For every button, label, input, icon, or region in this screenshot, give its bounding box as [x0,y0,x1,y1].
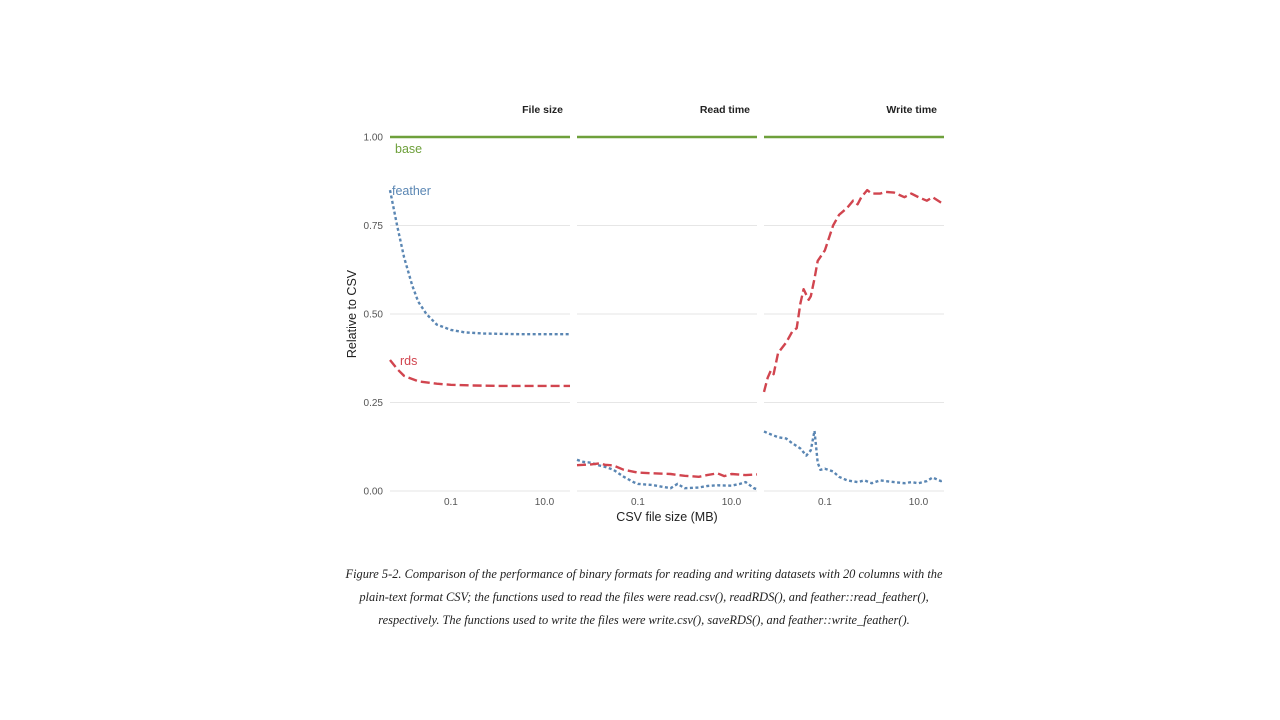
series-line-feather [388,189,570,336]
caption-line: plain-text format CSV; the functions use… [359,590,929,604]
y-tick-label: 0.75 [364,221,384,232]
series-label-feather: feather [392,184,431,198]
y-axis-title: Relative to CSV [345,269,359,358]
panel-title: File size [522,104,563,116]
series-line-feather [763,429,945,485]
series-line-rds [762,188,945,393]
x-tick-label: 10.0 [722,497,742,508]
series-line-rds [576,462,758,478]
panel-title: Read time [700,104,750,116]
series-line-feather [576,458,758,491]
panel-title: Write time [886,104,937,116]
x-tick-label: 10.0 [909,497,929,508]
x-tick-label: 10.0 [535,497,555,508]
caption-line: Figure 5-2. Comparison of the performanc… [345,567,943,581]
x-axis-title: CSV file size (MB) [616,510,717,524]
series-line-rds [389,359,570,388]
series-label-base: base [395,142,422,156]
x-tick-label: 0.1 [631,497,645,508]
caption-line: respectively. The functions used to writ… [378,613,910,627]
y-tick-label: 0.25 [364,398,384,409]
y-tick-label: 1.00 [364,133,384,144]
x-tick-label: 0.1 [818,497,832,508]
series-label-rds: rds [400,354,417,368]
y-tick-label: 0.50 [364,310,384,321]
faceted-line-chart: 0.00 0.25 0.50 0.75 1.00 Relative to CSV CSV f… [345,104,945,524]
figure-caption: Figure 5-2. Comparison of the performanc… [330,563,958,632]
x-tick-label: 0.1 [444,497,458,508]
y-tick-label: 0.00 [364,487,384,498]
